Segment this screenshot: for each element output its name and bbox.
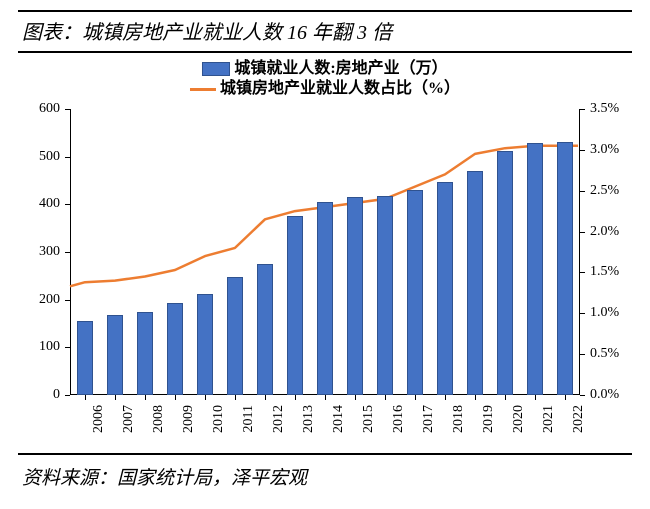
chart-title: 图表：城镇房地产业就业人数 16 年翻 3 倍 xyxy=(18,12,632,51)
bar xyxy=(167,303,184,395)
x-label: 2013 xyxy=(301,405,317,449)
x-tick xyxy=(415,395,416,400)
y-right-label: 1.0% xyxy=(590,305,638,321)
y-right-tick xyxy=(580,313,585,314)
y-left-label: 400 xyxy=(20,196,60,212)
bar xyxy=(527,143,544,395)
x-tick xyxy=(475,395,476,400)
legend-bar-swatch xyxy=(202,62,230,76)
bar xyxy=(497,151,514,395)
y-left-label: 300 xyxy=(20,244,60,260)
y-right-tick xyxy=(580,395,585,396)
bar xyxy=(137,312,154,395)
legend-line-row: 城镇房地产业就业人数占比（%） xyxy=(190,79,460,99)
y-left-label: 600 xyxy=(20,101,60,117)
bar xyxy=(377,196,394,395)
bar xyxy=(317,202,334,395)
y-right-tick xyxy=(580,109,585,110)
x-label: 2012 xyxy=(271,405,287,449)
bar xyxy=(257,264,274,395)
y-left-tick xyxy=(65,300,70,301)
y-left-label: 500 xyxy=(20,149,60,165)
y-right-label: 2.5% xyxy=(590,183,638,199)
y-right-label: 3.5% xyxy=(590,101,638,117)
x-tick xyxy=(295,395,296,400)
y-right-label: 2.0% xyxy=(590,224,638,240)
x-label: 2016 xyxy=(391,405,407,449)
bar xyxy=(287,216,304,395)
chart-area: 城镇就业人数:房地产业（万） 城镇房地产业就业人数占比（%） 010020030… xyxy=(18,53,632,453)
y-right-label: 0.5% xyxy=(590,346,638,362)
x-tick xyxy=(265,395,266,400)
y-right-label: 1.5% xyxy=(590,264,638,280)
x-label: 2021 xyxy=(541,405,557,449)
x-label: 2018 xyxy=(451,405,467,449)
y-left-label: 0 xyxy=(20,387,60,403)
x-tick xyxy=(385,395,386,400)
x-tick xyxy=(205,395,206,400)
bar xyxy=(227,277,244,395)
y-right-label: 0.0% xyxy=(590,387,638,403)
plot-region: 01002003004005006000.0%0.5%1.0%1.5%2.0%2… xyxy=(70,109,580,395)
y-left-tick xyxy=(65,395,70,396)
bar xyxy=(437,182,454,395)
x-tick xyxy=(535,395,536,400)
x-tick xyxy=(355,395,356,400)
x-tick xyxy=(325,395,326,400)
x-label: 2014 xyxy=(331,405,347,449)
y-right-tick xyxy=(580,272,585,273)
x-label: 2017 xyxy=(421,405,437,449)
x-label: 2020 xyxy=(511,405,527,449)
x-label: 2011 xyxy=(241,405,257,449)
y-left-tick xyxy=(65,347,70,348)
x-label: 2022 xyxy=(571,405,587,449)
legend-line-label: 城镇房地产业就业人数占比（%） xyxy=(220,79,460,99)
y-left-tick xyxy=(65,109,70,110)
x-tick xyxy=(145,395,146,400)
y-left-label: 100 xyxy=(20,339,60,355)
x-label: 2019 xyxy=(481,405,497,449)
bar xyxy=(467,171,484,395)
x-tick xyxy=(235,395,236,400)
x-label: 2008 xyxy=(151,405,167,449)
y-right-label: 3.0% xyxy=(590,142,638,158)
x-label: 2006 xyxy=(91,405,107,449)
x-tick xyxy=(445,395,446,400)
bar xyxy=(407,190,424,395)
x-label: 2009 xyxy=(181,405,197,449)
x-label: 2010 xyxy=(211,405,227,449)
source-text: 资料来源：国家统计局，泽平宏观 xyxy=(18,455,632,490)
x-tick xyxy=(115,395,116,400)
x-tick xyxy=(175,395,176,400)
y-right-tick xyxy=(580,354,585,355)
bar xyxy=(197,294,214,395)
y-right-tick xyxy=(580,150,585,151)
y-right-tick xyxy=(580,191,585,192)
x-label: 2007 xyxy=(121,405,137,449)
y-left-label: 200 xyxy=(20,292,60,308)
legend-bar-row: 城镇就业人数:房地产业（万） xyxy=(190,59,460,79)
y-right-tick xyxy=(580,232,585,233)
x-label: 2015 xyxy=(361,405,377,449)
legend-bar-label: 城镇就业人数:房地产业（万） xyxy=(234,59,447,79)
bar xyxy=(557,142,574,395)
x-tick xyxy=(505,395,506,400)
x-tick xyxy=(565,395,566,400)
bar xyxy=(77,321,94,395)
legend-line-swatch xyxy=(190,88,216,91)
y-left-tick xyxy=(65,157,70,158)
x-tick xyxy=(85,395,86,400)
bar xyxy=(347,197,364,395)
y-left-tick xyxy=(65,252,70,253)
legend: 城镇就业人数:房地产业（万） 城镇房地产业就业人数占比（%） xyxy=(190,59,460,99)
bar xyxy=(107,315,124,395)
y-left-tick xyxy=(65,204,70,205)
